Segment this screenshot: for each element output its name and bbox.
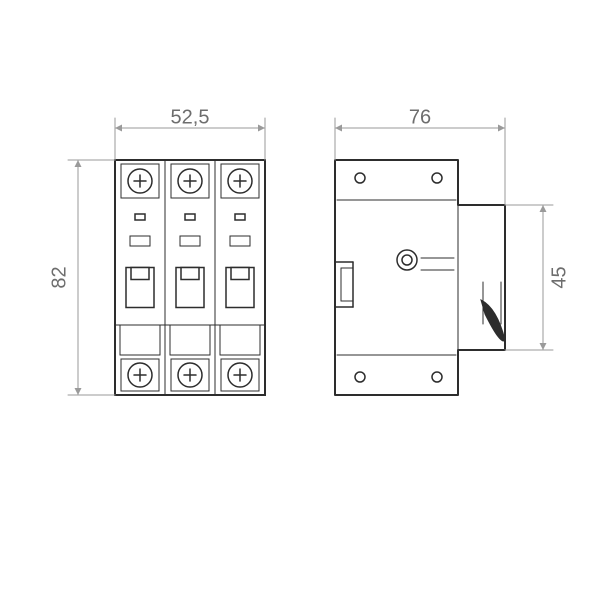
technical-drawing: 52,5 82 76 45	[0, 0, 600, 600]
dim-front-width: 52,5	[171, 106, 210, 128]
dim-front-height: 82	[48, 266, 70, 288]
dim-side-width: 76	[409, 106, 431, 128]
dim-side-height: 45	[548, 266, 570, 288]
